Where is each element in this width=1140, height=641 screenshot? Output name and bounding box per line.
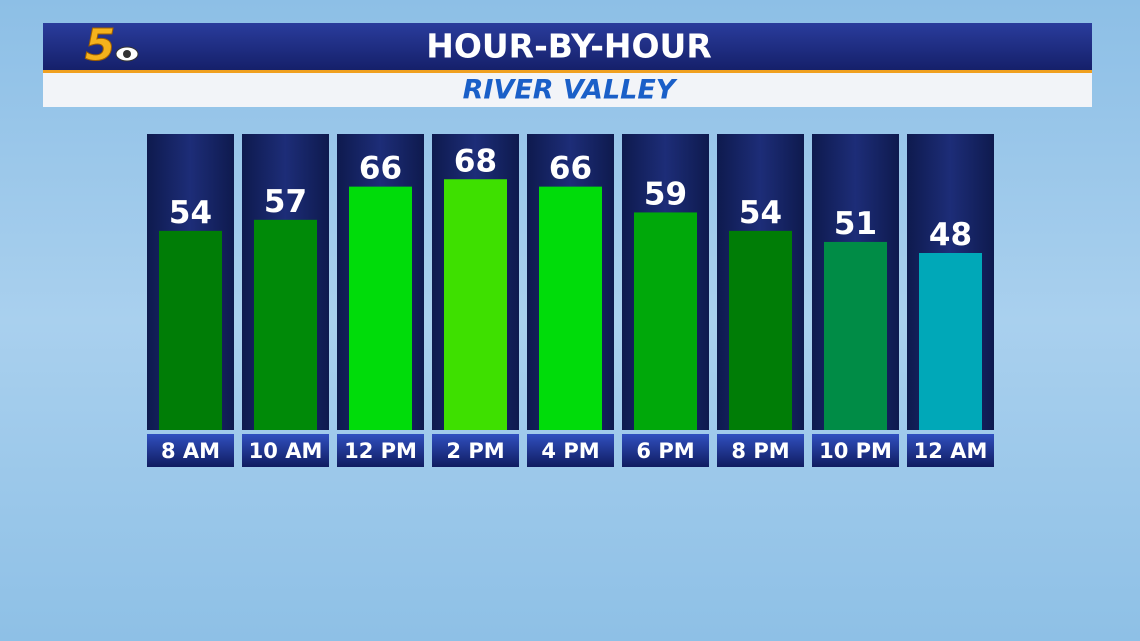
category-strip [242, 434, 329, 467]
bar [824, 241, 887, 430]
x-tick-label: 6 PM [636, 439, 694, 463]
bar [919, 253, 982, 430]
title-bar [43, 23, 1092, 70]
value-label: 68 [454, 143, 497, 179]
category-strip [907, 434, 994, 467]
value-label: 66 [549, 151, 592, 187]
bar [349, 186, 412, 430]
value-label: 48 [929, 217, 972, 253]
category-strip [812, 434, 899, 467]
x-tick-label: 2 PM [446, 439, 504, 463]
x-tick-label: 10 PM [819, 439, 892, 463]
category-strip [527, 434, 614, 467]
bar [444, 179, 507, 430]
x-tick-label: 10 AM [249, 439, 323, 463]
category-strip [147, 434, 234, 467]
logo: 5 [85, 20, 116, 71]
bar [729, 230, 792, 430]
chart-subtitle: RIVER VALLEY [463, 75, 678, 106]
bar [159, 230, 222, 430]
category-strip [432, 434, 519, 467]
x-tick-label: 8 AM [161, 439, 220, 463]
bar [539, 186, 602, 430]
chart-title: HOUR-BY-HOUR [426, 27, 712, 66]
category-strip [622, 434, 709, 467]
value-label: 54 [739, 195, 782, 231]
value-label: 54 [169, 195, 212, 231]
bar [634, 212, 697, 430]
logo-pupil [123, 50, 131, 58]
x-tick-label: 12 AM [914, 439, 988, 463]
subtitle-bar [43, 73, 1092, 107]
x-tick-label: 4 PM [541, 439, 599, 463]
x-tick-label: 12 PM [344, 439, 417, 463]
title-rule [43, 70, 1092, 73]
bar [254, 219, 317, 430]
value-label: 66 [359, 151, 402, 187]
value-label: 59 [644, 176, 687, 212]
value-label: 51 [834, 206, 877, 242]
value-label: 57 [264, 184, 307, 220]
category-strip [717, 434, 804, 467]
category-strip [337, 434, 424, 467]
x-tick-label: 8 PM [731, 439, 789, 463]
